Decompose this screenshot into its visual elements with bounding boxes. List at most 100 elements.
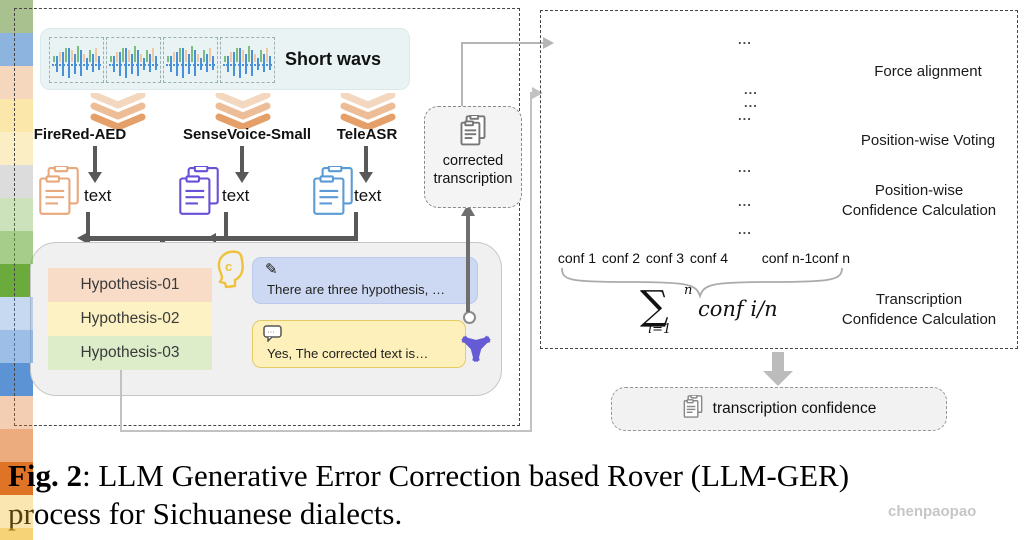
- document-icon: [682, 393, 704, 424]
- connector-line: [86, 212, 90, 238]
- hypothesis-square-back: [0, 495, 33, 528]
- waveform-baseline: [109, 64, 158, 66]
- text-output-label: text: [84, 186, 112, 205]
- waveform-bar: [143, 58, 145, 70]
- force-alignment-label: Force alignment: [874, 63, 982, 80]
- transcription-confidence-line1: Transcription: [875, 291, 963, 308]
- confidence-label: conf 3: [645, 250, 685, 266]
- text-output-label: text: [222, 186, 250, 205]
- corrected-box-line1: corrected: [442, 153, 504, 169]
- ellipsis: ...: [738, 222, 752, 237]
- merge-bar: [90, 236, 358, 241]
- figure-caption-text: : LLM Generative Error Correction based …: [82, 458, 850, 493]
- waveform-tile: [49, 37, 104, 83]
- down-arrowhead: [88, 172, 102, 183]
- model-label-teleasr: TeleASR: [336, 126, 398, 143]
- hypothesis-square-mid: [0, 429, 33, 462]
- waveform-baseline: [52, 64, 101, 66]
- position-confidence-label: Position-wise Confidence Calculation: [828, 181, 1010, 222]
- document-stack-icon: [310, 164, 356, 223]
- connector-line: [120, 430, 532, 432]
- waveform-bar: [86, 58, 88, 70]
- waveform-bar: [182, 48, 184, 78]
- waveform-baseline: [166, 64, 215, 66]
- left-arrowhead: [207, 233, 216, 243]
- waveform-bar: [242, 50, 244, 62]
- connector-line: [354, 212, 358, 238]
- watermark: chenpaopao: [888, 503, 977, 520]
- waveform-bar: [53, 56, 55, 62]
- chevron-down-icon: [340, 91, 396, 134]
- corrected-transcription-box: corrected transcription: [424, 106, 522, 208]
- waveform-bar: [197, 54, 199, 62]
- chevron-down-icon: [90, 91, 146, 134]
- waveform-bar: [56, 56, 58, 72]
- waveform-bar: [233, 52, 235, 76]
- right-arrowhead: [543, 37, 554, 49]
- ellipsis: ...: [744, 82, 758, 97]
- waveform-bar: [131, 54, 133, 74]
- waveform-bar: [257, 58, 259, 70]
- sigma-lower-limit: i=1: [648, 322, 672, 337]
- prompt-bubble: ✎ There are three hypothesis, …: [252, 257, 478, 304]
- waveform-bar: [68, 48, 70, 78]
- corrected-box-line2: transcription: [433, 171, 513, 187]
- waveform-bar: [119, 52, 121, 76]
- hypothesis-square-back: [0, 297, 33, 330]
- waveform-bar: [194, 50, 196, 76]
- waveform-bar: [125, 48, 127, 78]
- waveform-bar: [110, 56, 112, 62]
- waveform-bar: [113, 56, 115, 72]
- waveform-bar: [149, 54, 151, 72]
- waveform-bar: [269, 56, 271, 70]
- rover-right-panel: [540, 10, 1018, 349]
- down-arrow: [93, 146, 97, 174]
- llm-ger-left-panel: [14, 8, 520, 426]
- confidence-label: conf n-1: [761, 250, 813, 266]
- alignment-square: [0, 66, 33, 99]
- connector-line: [530, 92, 532, 432]
- waveform-bar: [239, 48, 241, 78]
- response-bubble: ··· Yes, The corrected text is…: [252, 320, 466, 368]
- ellipsis: ...: [738, 194, 752, 209]
- hypothesis-square: [0, 363, 33, 396]
- text-output-label: text: [354, 186, 382, 205]
- model-label-firered: FireRed-AED: [33, 126, 127, 143]
- alignment-square: [0, 0, 33, 33]
- waveform-bar: [116, 52, 118, 62]
- waveform-bar: [92, 54, 94, 72]
- waveform-bar: [80, 50, 82, 76]
- confidence-label: conf 1: [557, 250, 597, 266]
- waveform-bar: [260, 50, 262, 62]
- waveform-bar: [251, 50, 253, 76]
- waveform-bar: [200, 58, 202, 70]
- svg-text:···: ···: [267, 328, 275, 337]
- down-arrowhead: [235, 172, 249, 183]
- waveform-bar: [98, 56, 100, 70]
- hypothesis-row: Hypothesis-02: [48, 302, 212, 336]
- response-bubble-text: Yes, The corrected text is…: [267, 346, 429, 361]
- ellipsis: ...: [738, 32, 752, 47]
- down-arrow: [240, 146, 244, 174]
- chat-bubble-icon: ···: [263, 325, 283, 345]
- waveform-bar: [152, 48, 154, 62]
- waveform-bar: [236, 48, 238, 62]
- connector-line: [224, 212, 228, 238]
- waveform-bar: [206, 54, 208, 72]
- sigma-symbol: ∑: [640, 283, 669, 329]
- waveform-bar: [83, 54, 85, 62]
- waveform-bar: [230, 52, 232, 62]
- hypothesis-square-mid: [0, 528, 33, 540]
- down-arrow: [364, 146, 368, 174]
- waveform-bar: [185, 50, 187, 62]
- waveform-bar: [155, 56, 157, 70]
- waveform-tile: [106, 37, 161, 83]
- sigma-upper-limit: n: [684, 283, 693, 298]
- waveform-bar: [95, 48, 97, 62]
- waveform-bar: [65, 48, 67, 62]
- voting-label: Position-wise Voting: [860, 132, 996, 149]
- hypothesis-row: Hypothesis-01: [48, 268, 212, 302]
- prompt-bubble-text: There are three hypothesis, …: [267, 282, 446, 297]
- transcription-confidence-box: transcription confidence: [611, 387, 947, 431]
